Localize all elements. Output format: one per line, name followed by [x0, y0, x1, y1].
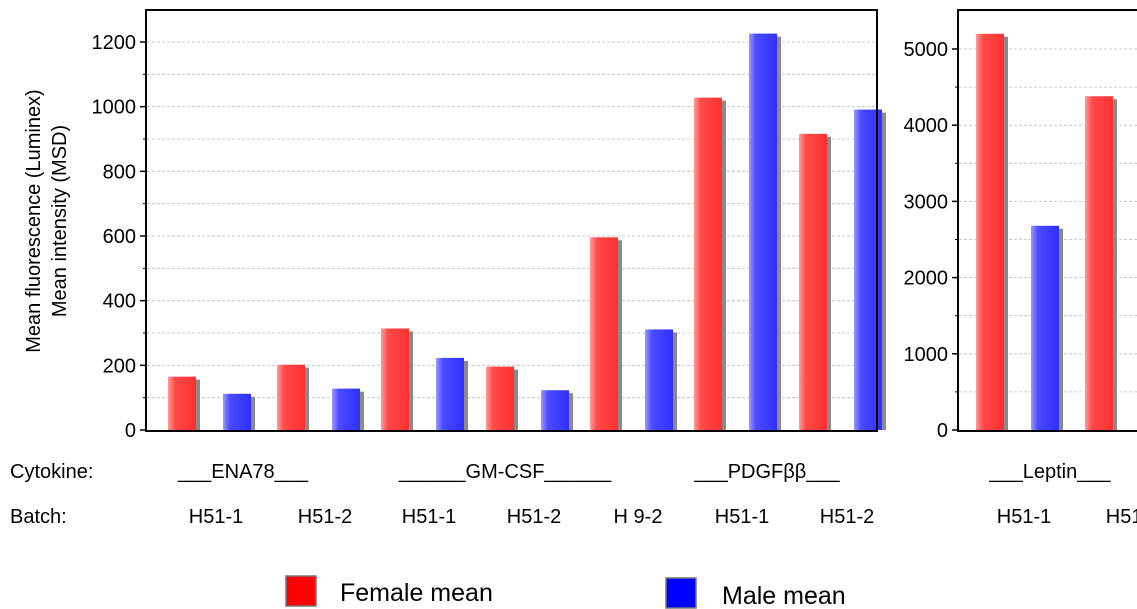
plot-frame — [957, 9, 1137, 432]
cytokine-label: ______GM-CSF______ — [398, 461, 612, 483]
legend-label-male: Male mean — [722, 582, 846, 609]
grid-lines — [147, 41, 877, 399]
chart-leptin: 0 1000 2000 3000 4000 5000 ___Leptin___ H51-1 H… — [904, 9, 1137, 528]
legend-item-female: Female mean — [285, 575, 493, 607]
bars — [976, 33, 1117, 430]
cytokine-label: ___ENA78___ — [177, 461, 309, 483]
y-tick-label: 0 — [937, 420, 948, 442]
cytokine-label: ___PDGFββ___ — [693, 461, 840, 483]
chart-cytokines: 0 200 400 600 800 1000 1200 Mean fluorescence … — [23, 9, 886, 528]
bar-female — [277, 364, 305, 430]
y-tick-label: 400 — [103, 291, 136, 313]
y-tick-label: 4000 — [904, 115, 949, 137]
batch-label: H51-1 — [189, 506, 243, 528]
bar-female — [694, 97, 722, 430]
x-axis-labels: ___Leptin___ H51-1 H51-2 — [988, 461, 1137, 528]
y-axis-title-line2: Mean intensity (MSD) — [49, 125, 71, 317]
y-tick-label: 1000 — [92, 97, 137, 119]
y-tick-label: 2000 — [904, 268, 949, 290]
batch-label: H51-2 — [507, 506, 561, 528]
bar-male — [1031, 225, 1059, 430]
y-tick-label: 0 — [125, 420, 136, 442]
cytokine-row-label: Cytokine: — [10, 461, 93, 483]
bar-female — [381, 328, 409, 430]
bar-male — [749, 33, 777, 431]
y-tick-label: 3000 — [904, 191, 949, 213]
legend-label-female: Female mean — [340, 579, 493, 607]
y-axis-ticks: 0 1000 2000 3000 4000 5000 — [904, 39, 958, 442]
batch-label: H51-2 — [298, 506, 352, 528]
y-tick-label: 200 — [103, 355, 136, 377]
bar-male — [645, 329, 673, 430]
y-tick-label: 600 — [103, 226, 136, 248]
bar-male — [332, 388, 360, 430]
batch-label: H 9-2 — [614, 506, 663, 528]
bar-male — [541, 390, 569, 430]
y-tick-label: 5000 — [904, 39, 949, 61]
legend-swatch-female — [285, 575, 317, 607]
y-tick-label: 800 — [103, 161, 136, 183]
batch-label: H51-1 — [402, 506, 456, 528]
batch-label: H51-2 — [1106, 506, 1137, 528]
bar-female — [799, 133, 827, 430]
y-axis-title-line1: Mean fluorescence (Luminex) — [23, 89, 45, 352]
legend-item-male: Male mean — [665, 577, 846, 609]
bar-female — [168, 376, 196, 430]
bar-female — [486, 366, 514, 430]
bar-male — [223, 393, 251, 430]
legend-swatch-male — [665, 577, 697, 609]
bar-female — [1085, 96, 1113, 430]
bar-female — [590, 237, 618, 430]
bar-female — [976, 33, 1004, 430]
x-axis-labels: ___ENA78___ ______GM-CSF______ ___PDGFββ__… — [177, 461, 874, 528]
batch-row-label: Batch: — [10, 506, 67, 528]
legend: Female mean Male mean — [285, 575, 846, 609]
batch-label: H51-2 — [820, 506, 874, 528]
batch-label: H51-1 — [715, 506, 769, 528]
y-tick-label: 1000 — [904, 344, 949, 366]
bar-male — [436, 357, 464, 430]
y-axis-ticks: 0 200 400 600 800 1000 1200 — [92, 32, 146, 442]
batch-label: H51-1 — [997, 506, 1051, 528]
y-tick-label: 1200 — [92, 32, 137, 54]
plot-frame — [145, 9, 878, 432]
cytokine-label: ___Leptin___ — [988, 461, 1111, 483]
